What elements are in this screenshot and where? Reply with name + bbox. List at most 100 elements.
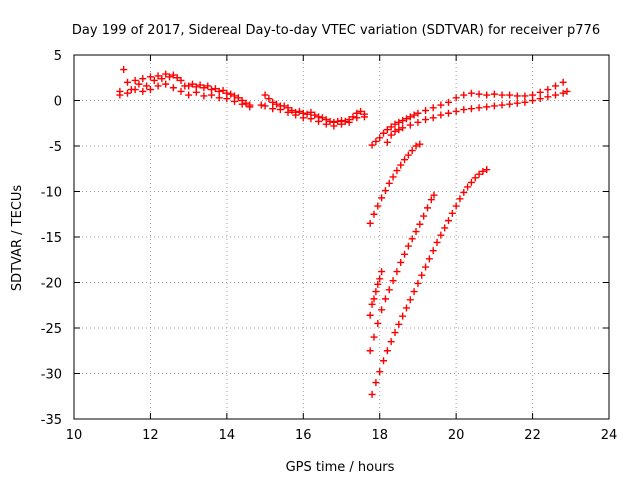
data-point [544,86,552,94]
data-point [349,113,357,121]
data-point [552,82,559,90]
data-point [521,92,529,100]
data-point [292,111,300,119]
data-point [498,91,506,99]
y-tick-labels: 5 0 -5 -10 -15 -20 -25 -30 -35 [41,49,62,428]
data-point [406,113,414,121]
data-point [169,71,177,79]
data-point [391,120,399,128]
data-point [318,114,326,122]
data-point [490,102,498,110]
data-point [563,87,571,95]
data-point [158,75,166,83]
data-point [368,390,376,398]
data-point [307,108,315,116]
data-point [448,209,456,217]
data-point [143,82,151,90]
x-tick-label: 24 [601,428,618,443]
data-point [479,167,487,175]
data-point [124,78,131,86]
data-point [154,72,162,80]
x-tick-label: 14 [219,428,236,443]
data-point [177,76,185,84]
data-point [368,300,376,308]
data-point [498,101,506,109]
data-point [154,82,162,90]
data-point [215,87,223,95]
data-point [467,89,475,97]
data-point [441,224,449,232]
data-point [326,117,334,125]
data-point [536,95,544,103]
x-tick-label: 12 [142,428,159,443]
data-point [393,268,401,276]
data-point [475,170,483,178]
data-point [223,95,231,103]
y-tick-label: -10 [41,186,62,201]
data-point [544,93,552,101]
data-series-10 [368,166,491,398]
data-point [299,114,307,122]
data-point [506,100,514,108]
data-point [404,242,412,250]
data-point [372,137,380,145]
data-point [483,91,491,99]
data-point [506,91,514,99]
data-point [246,103,254,111]
data-point [429,114,437,122]
data-point [445,98,452,106]
data-point [131,76,139,84]
data-point [211,85,219,93]
data-point [430,191,438,199]
y-tick-label: 0 [54,95,62,110]
data-series-9 [366,268,386,319]
data-point [456,195,464,203]
y-tick-label: -15 [41,231,62,246]
data-point [513,92,521,100]
data-point [135,80,143,88]
data-point [227,90,235,98]
data-point [360,113,368,121]
data-point [387,338,395,346]
data-point [467,178,475,186]
data-point [208,91,216,99]
data-point [372,379,380,387]
data-point [429,247,437,255]
data-point [311,111,319,119]
data-point [391,127,399,135]
data-point [552,91,559,99]
data-point [397,258,405,266]
data-point [414,279,422,287]
data-point [395,320,403,328]
data-point [389,173,397,181]
data-point [295,107,303,115]
data-point [276,106,284,114]
data-point [475,104,483,112]
data-point [490,90,498,98]
data-points [116,66,571,398]
data-point [427,196,435,204]
data-point [399,124,407,132]
data-point [416,140,424,148]
data-point [374,280,382,288]
x-tick-label: 10 [66,428,83,443]
data-point [410,288,418,296]
data-point [387,123,395,131]
data-point [395,126,403,134]
data-point [391,329,399,337]
data-point [559,78,567,86]
data-point [338,120,345,128]
data-point [219,86,227,94]
data-point [378,194,386,202]
data-point [383,126,391,134]
grid-lines [74,55,609,419]
data-point [315,117,323,125]
plot-frame [73,54,610,420]
data-series-6 [383,87,571,146]
data-point [393,167,401,175]
x-tick-label: 16 [295,428,312,443]
data-point [169,84,177,92]
data-point [452,202,460,210]
data-point [464,183,472,191]
